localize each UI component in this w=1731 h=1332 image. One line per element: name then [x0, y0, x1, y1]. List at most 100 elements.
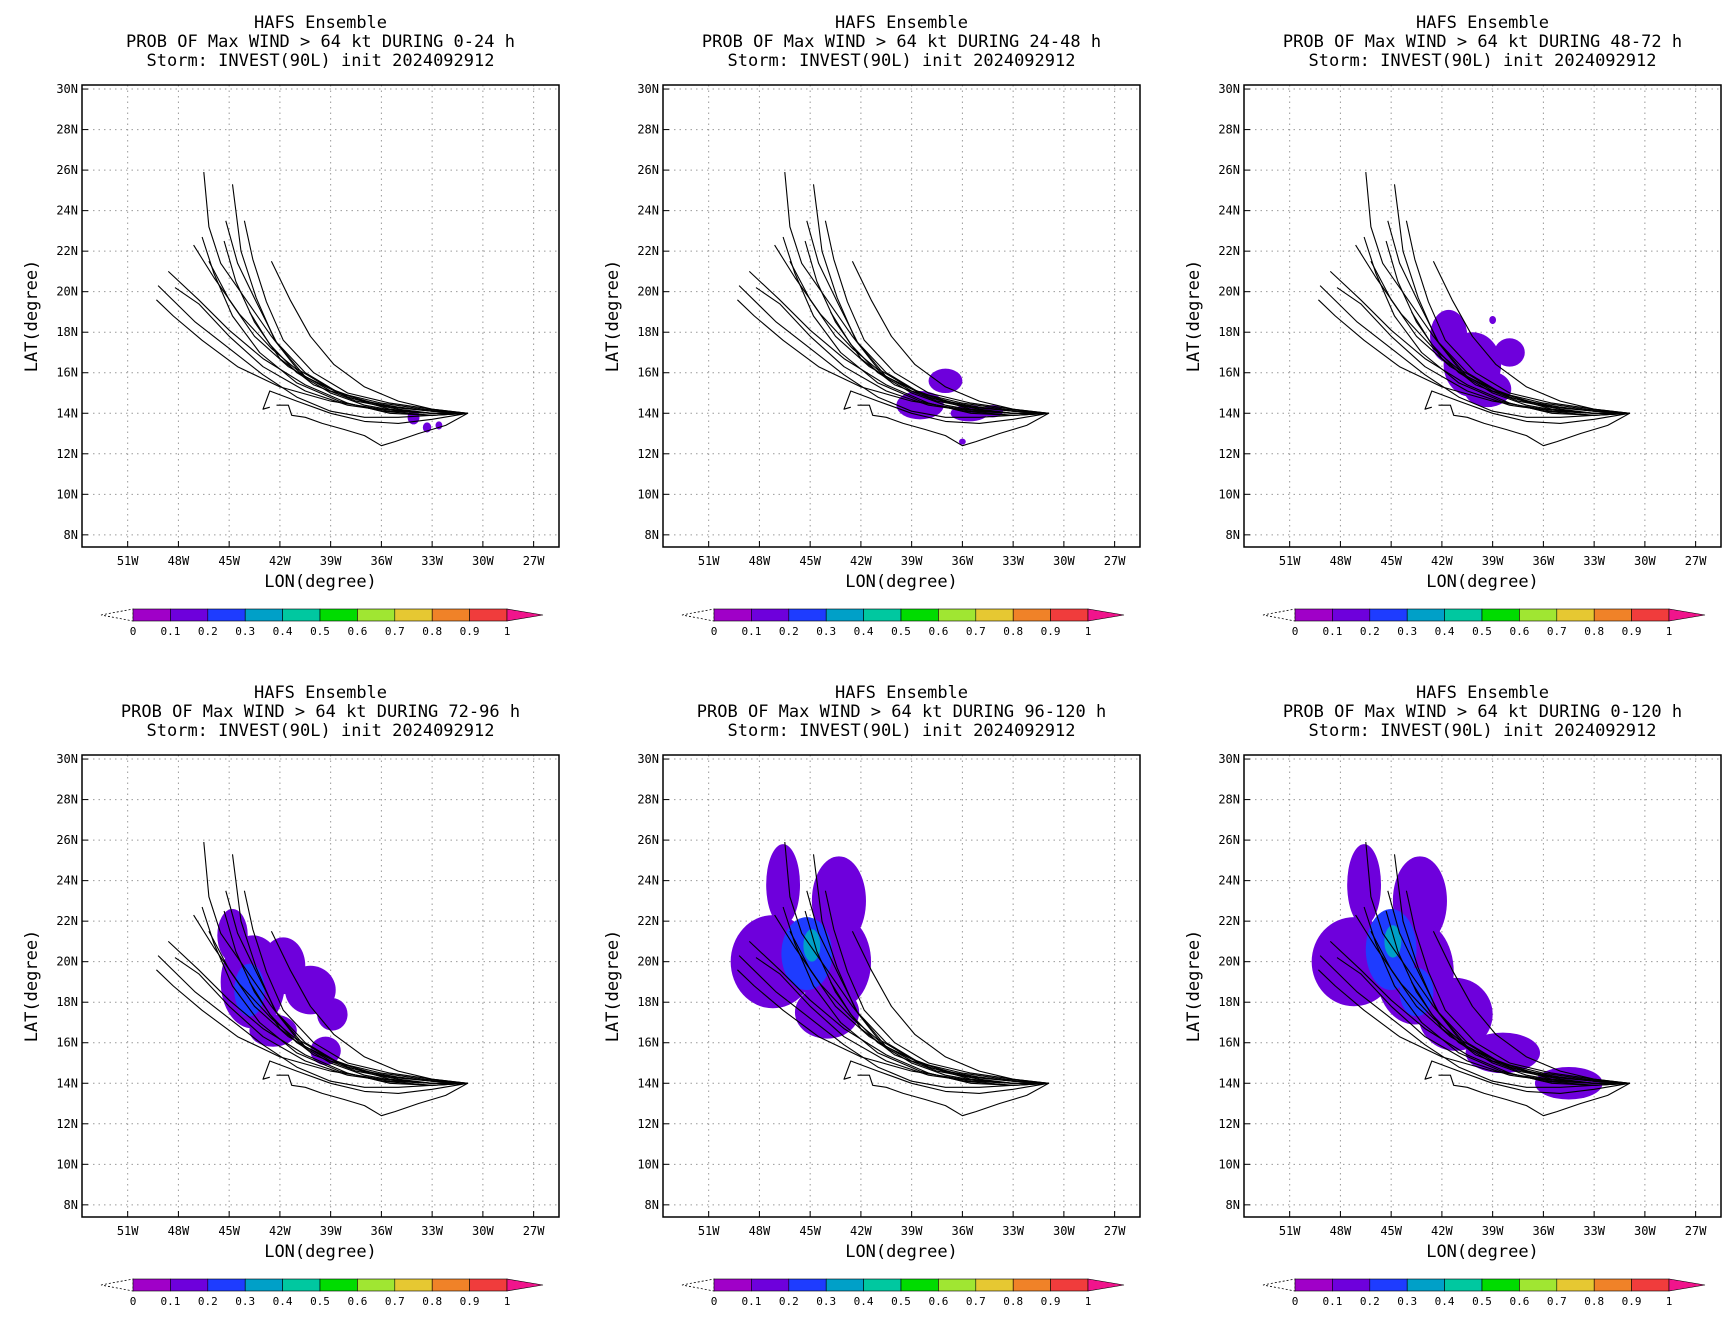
x-tick-label: 30W [1053, 1224, 1075, 1238]
colorbar-segment [1444, 1278, 1483, 1292]
colorbar-segment [1631, 1278, 1670, 1292]
colorbar-label: 0.6 [1509, 1295, 1529, 1308]
ensemble-track [243, 890, 468, 1084]
colorbar-label: 0.9 [460, 1295, 480, 1308]
colorbar-label: 0.1 [1322, 625, 1342, 638]
y-tick-label: 30N [1218, 752, 1240, 766]
colorbar-label: 0 [130, 1295, 137, 1308]
colorbar-label: 0.4 [1435, 1295, 1455, 1308]
x-tick-label: 36W [952, 554, 974, 568]
colorbar-segment [1294, 1278, 1333, 1292]
x-tick-label: 48W [168, 554, 190, 568]
colorbar-label: 0.9 [1041, 625, 1061, 638]
ensemble-track [223, 910, 468, 1084]
y-axis-label: LAT(degree) [603, 260, 623, 373]
colorbar-segment [713, 1278, 752, 1292]
colorbar-overflow-triangle [1668, 1278, 1706, 1292]
y-tick-label: 30N [1218, 82, 1240, 96]
ensemble-track [755, 957, 1049, 1084]
colorbar-label: 0.9 [460, 625, 480, 638]
ensemble-track [782, 906, 1049, 1086]
colorbar-label: 0.4 [273, 1295, 293, 1308]
y-tick-label: 22N [56, 244, 78, 258]
x-tick-label: 51W [117, 1224, 139, 1238]
colorbar-segment [1332, 608, 1371, 622]
panel-title-line-1: HAFS Ensemble [254, 683, 387, 703]
ensemble-track [276, 404, 468, 447]
y-tick-label: 12N [56, 1117, 78, 1131]
grid-lines [663, 85, 1140, 547]
colorbar-overflow-triangle [506, 608, 544, 622]
colorbar-overflow-triangle [506, 1278, 544, 1292]
ensemble-track [804, 240, 1049, 414]
x-tick-label: 39W [1482, 1224, 1504, 1238]
ensemble-track [262, 1060, 468, 1094]
x-tick-label: 42W [1431, 554, 1453, 568]
y-tick-label: 26N [56, 833, 78, 847]
y-tick-label: 24N [1218, 874, 1240, 888]
ensemble-track [1438, 1074, 1630, 1117]
ensemble-track [806, 890, 1049, 1084]
x-axis-label: LON(degree) [1426, 572, 1539, 592]
ensemble-track [270, 931, 468, 1084]
colorbar-label: 0.5 [1472, 625, 1492, 638]
y-axis-label: LAT(degree) [1184, 930, 1204, 1043]
ensemble-track [1405, 890, 1630, 1084]
ensemble-track [843, 390, 1049, 424]
ensemble-track [1385, 910, 1630, 1084]
panel-title-line-2: PROB OF Max WIND > 64 kt DURING 72-96 h [121, 702, 520, 722]
x-tick-label: 39W [320, 1224, 342, 1238]
x-tick-label: 36W [371, 1224, 393, 1238]
colorbar-segment [1406, 1278, 1445, 1292]
ensemble-track [784, 172, 1049, 414]
colorbar-segment [1556, 1278, 1595, 1292]
colorbar-label: 0.9 [1622, 1295, 1642, 1308]
ensemble-track [225, 890, 468, 1084]
y-tick-label: 18N [637, 325, 659, 339]
colorbar-segment [900, 608, 939, 622]
colorbar-segment [788, 608, 827, 622]
probability-area [1489, 316, 1497, 325]
y-tick-label: 30N [637, 752, 659, 766]
colorbar-segment [1332, 1278, 1371, 1292]
y-tick-label: 14N [637, 406, 659, 420]
colorbar-label: 0.3 [235, 1295, 255, 1308]
x-tick-label: 33W [1002, 554, 1024, 568]
colorbar-segment [244, 608, 283, 622]
y-tick-label: 30N [637, 82, 659, 96]
ensemble-track [1387, 220, 1630, 414]
colorbar: 0 0.1 0.2 0.3 0.4 0.5 0.6 0.7 0.8 0.9 1 [1262, 608, 1706, 638]
colorbar-label: 0.6 [928, 1295, 948, 1308]
ensemble-track [857, 404, 1049, 447]
y-tick-label: 8N [1226, 528, 1240, 542]
probability-area [766, 844, 801, 926]
colorbar: 0 0.1 0.2 0.3 0.4 0.5 0.6 0.7 0.8 0.9 1 [681, 1278, 1125, 1308]
ensemble-track [782, 236, 1049, 416]
colorbar-segment [938, 608, 977, 622]
y-tick-label: 8N [645, 1198, 659, 1212]
ensemble-track [748, 270, 1049, 416]
x-tick-label: 39W [320, 554, 342, 568]
y-tick-label: 28N [637, 123, 659, 137]
y-tick-label: 20N [1218, 955, 1240, 969]
y-tick-label: 28N [56, 793, 78, 807]
x-tick-label: 33W [421, 1224, 443, 1238]
colorbar-label: 1 [1085, 1295, 1092, 1308]
x-tick-label: 33W [1583, 554, 1605, 568]
ensemble-track [851, 261, 1049, 414]
panel-title-line-2: PROB OF Max WIND > 64 kt DURING 0-24 h [126, 32, 515, 52]
probability-area [1465, 1032, 1541, 1074]
ensemble-track [1355, 914, 1630, 1084]
y-tick-label: 10N [637, 1157, 659, 1171]
colorbar-underflow-triangle [681, 1278, 715, 1292]
panel-title-line-2: PROB OF Max WIND > 64 kt DURING 48-72 h [1283, 32, 1682, 52]
colorbar-label: 0.3 [816, 625, 836, 638]
y-tick-label: 24N [637, 874, 659, 888]
y-tick-label: 14N [637, 1076, 659, 1090]
y-tick-label: 18N [56, 325, 78, 339]
panel-title-line-1: HAFS Ensemble [1416, 13, 1549, 33]
ensemble-track [156, 299, 468, 414]
ensemble-track [262, 390, 468, 424]
colorbar-label: 0.1 [741, 1295, 761, 1308]
colorbar-underflow-triangle [681, 608, 715, 622]
